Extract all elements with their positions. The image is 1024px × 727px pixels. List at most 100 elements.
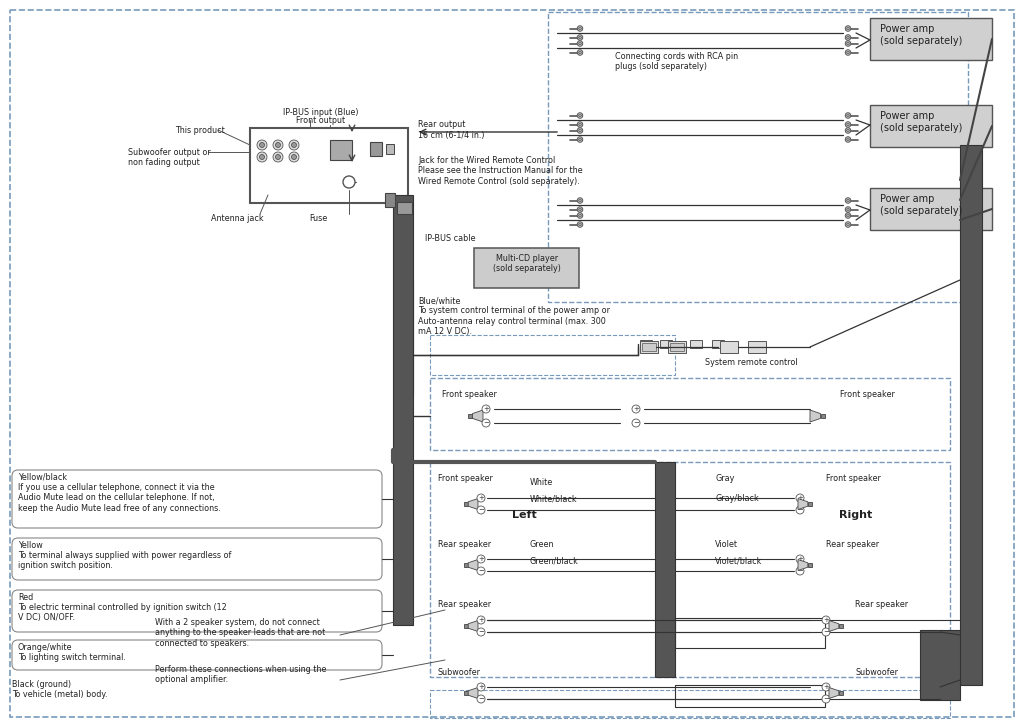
Circle shape	[847, 114, 849, 117]
Text: +: +	[823, 617, 829, 623]
Polygon shape	[829, 688, 839, 699]
Circle shape	[845, 198, 851, 204]
Bar	[870, 18, 992, 60]
Circle shape	[273, 152, 283, 162]
Text: Power amp
(sold separately): Power amp (sold separately)	[880, 111, 963, 132]
Polygon shape	[468, 621, 478, 632]
Text: +: +	[478, 617, 484, 623]
Circle shape	[477, 628, 485, 636]
Text: Violet: Violet	[715, 540, 738, 549]
Circle shape	[845, 41, 851, 47]
Circle shape	[482, 419, 490, 427]
Polygon shape	[798, 560, 808, 571]
Circle shape	[845, 25, 851, 31]
Circle shape	[796, 555, 804, 563]
Bar	[675, 685, 825, 707]
Circle shape	[847, 123, 849, 126]
Circle shape	[578, 137, 583, 142]
Circle shape	[257, 140, 267, 150]
Bar	[690, 340, 702, 348]
Text: −: −	[478, 507, 484, 513]
Circle shape	[578, 213, 583, 218]
Text: IP-BUS cable: IP-BUS cable	[425, 234, 475, 243]
Text: To lighting switch terminal.: To lighting switch terminal.	[18, 653, 126, 662]
Bar	[808, 502, 812, 506]
Bar	[430, 335, 675, 375]
Text: With a 2 speaker system, do not connect
anything to the speaker leads that are n: With a 2 speaker system, do not connect …	[155, 618, 326, 648]
Text: Front speaker: Front speaker	[442, 390, 497, 399]
Text: Subwoofer output or
non fading output: Subwoofer output or non fading output	[128, 148, 211, 167]
Circle shape	[579, 123, 582, 126]
Circle shape	[578, 198, 583, 204]
Circle shape	[847, 138, 849, 141]
Bar	[385, 193, 395, 207]
Text: IP-BUS input (Blue): IP-BUS input (Blue)	[283, 108, 358, 117]
Circle shape	[796, 506, 804, 514]
Polygon shape	[468, 499, 478, 510]
Circle shape	[578, 128, 583, 133]
Text: Green/black: Green/black	[530, 557, 579, 566]
Text: −: −	[478, 629, 484, 635]
Circle shape	[845, 206, 851, 212]
Bar	[839, 691, 843, 695]
Text: −: −	[823, 696, 829, 702]
Bar	[660, 340, 672, 348]
Text: −: −	[478, 568, 484, 574]
FancyBboxPatch shape	[12, 538, 382, 580]
Circle shape	[578, 35, 583, 40]
Text: +: +	[478, 495, 484, 501]
Text: −: −	[797, 568, 803, 574]
Bar	[430, 378, 950, 450]
Text: Green: Green	[530, 540, 555, 549]
Circle shape	[847, 223, 849, 226]
Circle shape	[275, 142, 281, 148]
Circle shape	[578, 206, 583, 212]
Circle shape	[477, 506, 485, 514]
Text: +: +	[797, 495, 803, 501]
Bar	[250, 128, 408, 203]
Circle shape	[579, 138, 582, 141]
Text: Front speaker: Front speaker	[826, 474, 881, 483]
Circle shape	[579, 36, 582, 39]
Bar	[642, 343, 656, 351]
Circle shape	[847, 129, 849, 132]
Text: Rear speaker: Rear speaker	[855, 600, 908, 609]
Bar	[464, 624, 468, 628]
Text: Connecting cords with RCA pin
plugs (sold separately): Connecting cords with RCA pin plugs (sol…	[615, 52, 738, 71]
Bar	[430, 462, 950, 677]
Text: White/black: White/black	[530, 494, 578, 503]
Bar	[464, 502, 468, 506]
Text: To vehicle (metal) body.: To vehicle (metal) body.	[12, 690, 108, 699]
Circle shape	[578, 222, 583, 228]
Text: Multi-CD player
(sold separately): Multi-CD player (sold separately)	[494, 254, 561, 273]
Text: Orange/white: Orange/white	[18, 643, 73, 652]
Text: Right: Right	[840, 510, 872, 520]
Bar	[370, 142, 382, 156]
Text: Rear speaker: Rear speaker	[826, 540, 880, 549]
Text: Yellow: Yellow	[18, 541, 43, 550]
Circle shape	[343, 176, 355, 188]
Text: 16 cm (6-1/4 in.): 16 cm (6-1/4 in.)	[418, 131, 484, 140]
Text: −: −	[483, 420, 488, 426]
Circle shape	[847, 51, 849, 54]
Circle shape	[847, 42, 849, 45]
Bar	[655, 462, 675, 677]
Bar	[961, 145, 982, 685]
Bar	[670, 343, 684, 351]
Circle shape	[579, 27, 582, 30]
Circle shape	[632, 405, 640, 413]
Text: Violet/black: Violet/black	[715, 557, 763, 566]
Circle shape	[845, 222, 851, 228]
Circle shape	[477, 555, 485, 563]
Text: +: +	[797, 556, 803, 562]
Bar	[386, 144, 394, 154]
Text: −: −	[633, 420, 639, 426]
Circle shape	[292, 155, 297, 159]
Circle shape	[822, 683, 830, 691]
Circle shape	[477, 616, 485, 624]
Text: +: +	[483, 406, 488, 412]
Text: Perform these connections when using the
optional amplifier.: Perform these connections when using the…	[155, 665, 327, 684]
Bar	[474, 248, 579, 288]
Circle shape	[822, 616, 830, 624]
Bar	[430, 690, 950, 718]
